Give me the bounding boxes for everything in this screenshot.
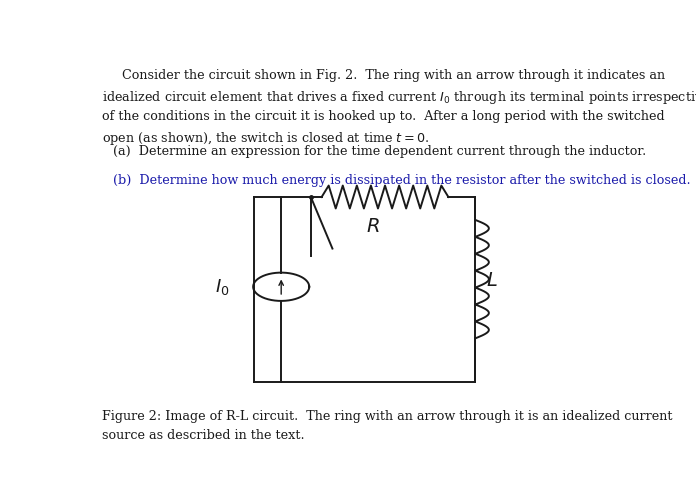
Text: source as described in the text.: source as described in the text. (102, 429, 305, 442)
Text: $L$: $L$ (486, 272, 498, 290)
Text: of the conditions in the circuit it is hooked up to.  After a long period with t: of the conditions in the circuit it is h… (102, 110, 665, 123)
Text: Consider the circuit shown in Fig. 2.  The ring with an arrow through it indicat: Consider the circuit shown in Fig. 2. Th… (102, 69, 665, 82)
Text: Figure 2: Image of R-L circuit.  The ring with an arrow through it is an idealiz: Figure 2: Image of R-L circuit. The ring… (102, 410, 672, 423)
Text: idealized circuit element that drives a fixed current $I_0$ through its terminal: idealized circuit element that drives a … (102, 89, 696, 106)
Text: open (as shown), the switch is closed at time $t = 0$.: open (as shown), the switch is closed at… (102, 130, 429, 147)
Text: $I_0$: $I_0$ (216, 277, 230, 297)
Text: $R$: $R$ (366, 218, 380, 236)
Text: (a)  Determine an expression for the time dependent current through the inductor: (a) Determine an expression for the time… (113, 145, 646, 158)
Text: (b)  Determine how much energy is dissipated in the resistor after the switched : (b) Determine how much energy is dissipa… (113, 174, 690, 187)
